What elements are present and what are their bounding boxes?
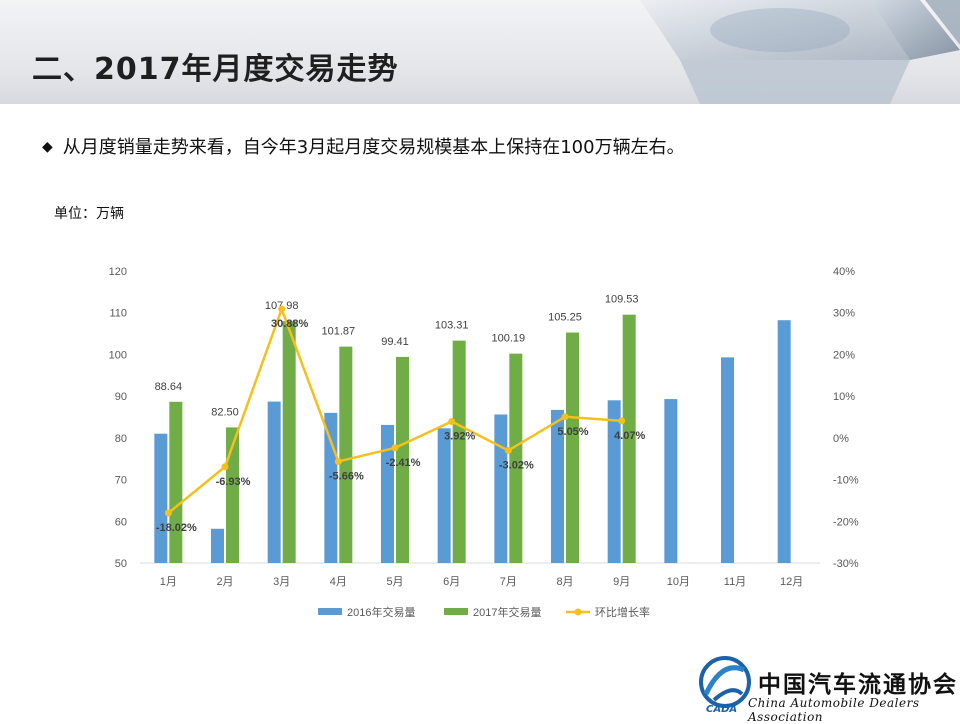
legend-label: 环比增长率 [595,605,650,619]
legend-swatch-1 [318,608,342,615]
y-left-tick-label: 120 [109,266,127,278]
bar-2017-data-label: 109.53 [605,294,639,306]
x-tick-label: 10月 [667,576,690,588]
bar-2016-9 [607,400,621,563]
x-tick-label: 7月 [500,576,517,588]
growth-rate-data-label: 30.88% [271,318,309,330]
x-tick-label: 3月 [273,576,290,588]
bar-2016-1 [154,433,168,563]
y-right-tick-label: -10% [833,475,859,487]
y-right-tick-label: 20% [833,349,855,361]
x-tick-label: 6月 [443,576,460,588]
bar-2016-5 [381,424,394,563]
bar-2016-4 [324,412,338,563]
y-right-tick-label: 10% [833,391,855,403]
page-title: 二、2017年月度交易走势 [32,52,399,87]
growth-rate-point-1 [164,509,172,517]
bar-2016-8 [551,409,564,563]
unit-label: 单位：万辆 [54,206,124,222]
header-decoration-image [640,0,960,104]
bar-2017-data-label: 88.64 [155,381,183,393]
y-right-tick-label: 40% [833,266,855,278]
x-tick-label: 9月 [613,576,630,588]
bullet-diamond-icon: ◆ [42,139,53,155]
bar-2016-2 [211,528,224,563]
legend-label: 2017年交易量 [473,605,541,619]
x-tick-label: 2月 [216,576,233,588]
legend-swatch-2 [444,608,468,615]
growth-rate-data-label: -6.93% [216,476,251,488]
y-left-tick-label: 100 [109,349,127,361]
bar-2017-data-label: 99.41 [381,336,409,348]
growth-rate-point-2 [221,463,229,471]
bar-2016-3 [267,401,281,563]
bar-2017-data-label: 101.87 [322,326,356,338]
x-tick-label: 4月 [330,576,347,588]
bar-2017-2 [226,427,239,563]
bar-2017-5 [396,356,409,563]
bar-2017-data-label: 100.19 [492,333,526,345]
y-right-tick-label: 0% [833,433,849,445]
growth-rate-data-label: 3.92% [444,431,475,443]
bar-2017-9 [622,314,636,563]
growth-rate-point-9 [618,417,626,425]
growth-rate-point-4 [334,457,342,465]
y-right-tick-label: 30% [833,308,855,320]
x-tick-label: 11月 [724,576,746,588]
growth-rate-point-7 [504,446,512,454]
growth-rate-data-label: -2.41% [386,457,421,469]
y-left-tick-label: 50 [115,558,127,570]
bar-2016-7 [494,414,508,563]
bar-2016-12 [777,320,791,563]
bar-2017-8 [566,332,579,563]
growth-rate-data-label: 5.05% [557,426,588,438]
y-right-tick-label: -30% [833,558,859,570]
y-left-tick-label: 70 [115,475,127,487]
bar-2017-4 [339,346,353,563]
bullet-text-content: 从月度销量走势来看，自今年3月起月度交易规模基本上保持在100万辆左右。 [62,137,685,158]
bar-2016-11 [721,357,734,563]
bar-2017-7 [509,353,523,563]
growth-rate-data-label: -18.02% [156,522,197,534]
y-left-tick-label: 80 [115,433,127,445]
x-tick-label: 1月 [160,576,177,588]
y-left-tick-label: 60 [115,516,127,528]
bar-2017-1 [169,401,183,563]
org-name-cn: 中国汽车流通协会 [758,671,958,698]
cada-logo: CADA [699,656,751,715]
growth-rate-data-label: 4.07% [614,430,645,442]
bar-2016-6 [437,428,451,563]
growth-rate-point-8 [561,413,569,421]
bullet-text: ◆ 从月度销量走势来看，自今年3月起月度交易规模基本上保持在100万辆左右。 [42,133,685,159]
bar-2017-data-label: 103.31 [435,320,469,332]
x-tick-label: 12月 [780,576,803,588]
logo-text: CADA [706,704,737,715]
growth-rate-point-3 [278,305,286,313]
y-left-tick-label: 110 [109,308,127,320]
bar-2017-data-label: 82.50 [211,406,239,418]
bar-2017-data-label: 105.25 [548,312,582,324]
bar-2016-10 [664,399,678,563]
header-banner: 二、2017年月度交易走势 [0,0,960,104]
legend-swatch-marker [574,608,582,616]
growth-rate-point-5 [391,444,399,452]
legend-label: 2016年交易量 [347,605,415,619]
growth-rate-point-6 [448,418,456,426]
growth-rate-data-label: -3.02% [499,459,534,471]
bar-2017-3 [282,321,296,563]
y-left-tick-label: 90 [115,391,127,403]
bar-2017-6 [452,340,466,563]
growth-rate-data-label: -5.66% [329,470,364,482]
x-tick-label: 8月 [556,576,573,588]
x-tick-label: 5月 [386,576,403,588]
y-right-tick-label: -20% [833,516,859,528]
